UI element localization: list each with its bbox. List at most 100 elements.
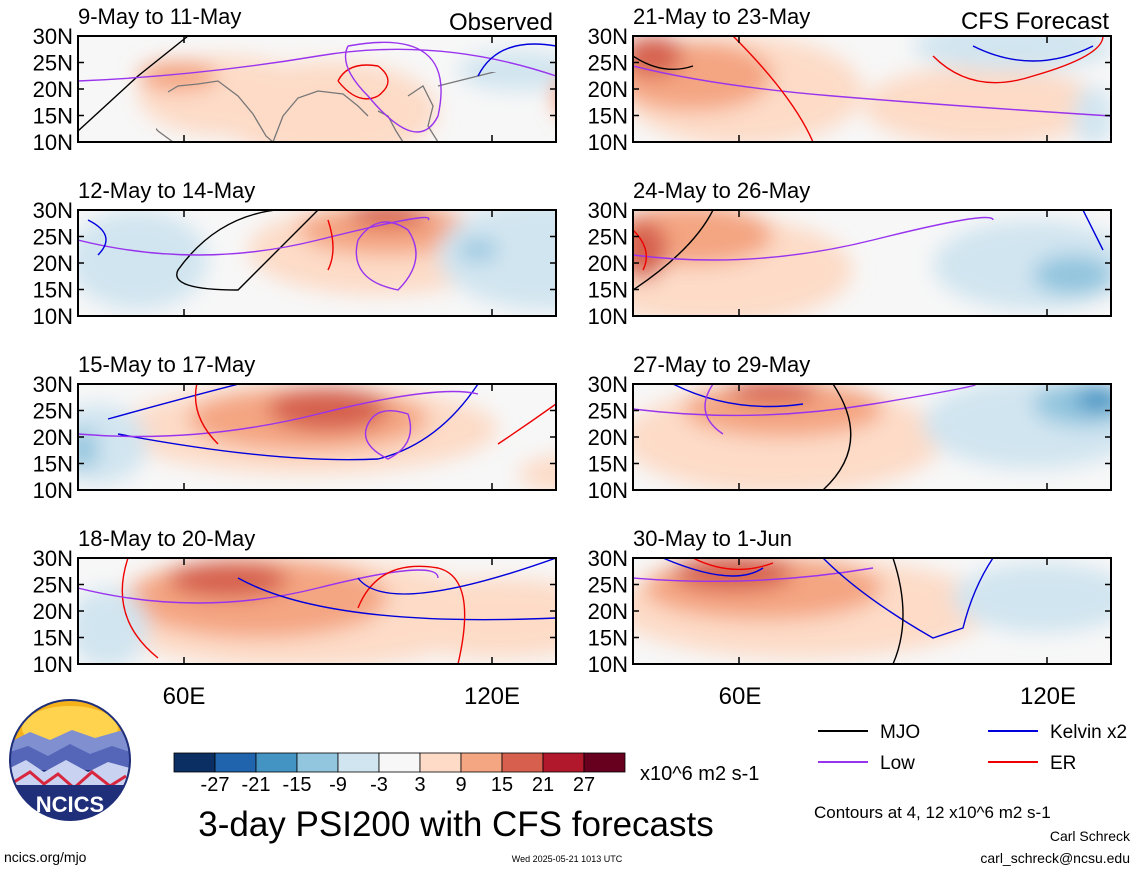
filter-contour bbox=[194, 384, 219, 445]
psi-field bbox=[78, 558, 556, 664]
filter-contour bbox=[662, 558, 764, 577]
filter-contour bbox=[692, 558, 774, 571]
filter-contour bbox=[633, 384, 977, 417]
filter-contour bbox=[78, 36, 189, 132]
psi-anomaly-blob bbox=[673, 558, 793, 591]
colorbar-swatch bbox=[337, 752, 380, 773]
colorbar: -27 -21 -15 -9 -3 3 9 15 21 27 bbox=[173, 752, 626, 796]
psi-anomaly-blob bbox=[458, 240, 498, 260]
colorbar-swatch bbox=[214, 752, 257, 773]
filter-contour bbox=[1082, 210, 1104, 251]
filter-contour bbox=[672, 384, 804, 408]
colorbar-tick-label: 21 bbox=[532, 774, 554, 796]
y-tick-label: 30N bbox=[33, 372, 73, 397]
filter-contour bbox=[892, 558, 904, 664]
filter-contour bbox=[704, 384, 724, 435]
observed-header: Observed bbox=[449, 9, 553, 36]
timestamp: Wed 2025-05-21 1013 UTC bbox=[512, 854, 623, 864]
legend-label: Kelvin x2 bbox=[1050, 722, 1127, 743]
y-tick-label: 30N bbox=[33, 198, 73, 223]
panel-title: 30-May to 1-Jun bbox=[633, 526, 792, 551]
psi-anomaly-blob bbox=[458, 51, 556, 91]
panel-title: 27-May to 29-May bbox=[633, 352, 810, 377]
psi-field bbox=[138, 51, 556, 142]
y-tick-label: 25N bbox=[588, 399, 628, 424]
ncics-logo[interactable]: NCICS bbox=[9, 699, 131, 825]
filter-contour bbox=[87, 219, 107, 256]
y-tick-label: 15N bbox=[588, 452, 628, 477]
colorbar-swatch bbox=[501, 752, 544, 773]
psi-anomaly-blob bbox=[633, 220, 668, 280]
psi-anomaly-blob bbox=[633, 210, 773, 265]
colorbar-swatch bbox=[255, 752, 298, 773]
filter-contour bbox=[78, 390, 479, 438]
y-tick-label: 15N bbox=[33, 104, 73, 129]
colorbar-tick-label: 27 bbox=[573, 774, 595, 796]
filter-contour bbox=[355, 221, 417, 291]
y-tick-label: 10N bbox=[33, 130, 73, 155]
y-tick-label: 20N bbox=[588, 251, 628, 276]
psi-anomaly-blob bbox=[218, 61, 438, 142]
y-tick-label: 30N bbox=[588, 372, 628, 397]
filter-contour bbox=[633, 210, 714, 291]
colorbar-tick-label: -3 bbox=[370, 774, 388, 796]
y-tick-label: 25N bbox=[33, 225, 73, 250]
y-tick-label: 15N bbox=[588, 626, 628, 651]
filter-contour bbox=[633, 567, 874, 583]
y-tick-label: 30N bbox=[33, 24, 73, 49]
y-tick-label: 30N bbox=[588, 24, 628, 49]
colorbar-tick-label: 3 bbox=[414, 774, 425, 796]
filter-contour bbox=[633, 216, 994, 261]
y-tick-label: 25N bbox=[33, 573, 73, 598]
y-tick-label: 25N bbox=[588, 51, 628, 76]
panel-title: 9-May to 11-May bbox=[78, 4, 241, 29]
psi-anomaly-blob bbox=[348, 210, 428, 227]
y-tick-label: 30N bbox=[33, 546, 73, 571]
psi-anomaly-blob bbox=[438, 210, 556, 310]
filter-contour bbox=[176, 210, 319, 291]
y-tick-label: 20N bbox=[588, 77, 628, 102]
colorbar-tick-label: -27 bbox=[201, 774, 230, 796]
y-tick-label: 30N bbox=[588, 198, 628, 223]
y-tick-label: 25N bbox=[33, 51, 73, 76]
y-tick-label: 15N bbox=[33, 626, 73, 651]
psi-anomaly-blob bbox=[518, 455, 556, 490]
psi-anomaly-blob bbox=[78, 588, 148, 664]
colorbar-swatch bbox=[296, 752, 339, 773]
x-tick-label: 60E bbox=[163, 683, 206, 710]
psi-anomaly-blob bbox=[953, 563, 1111, 633]
author-name: Carl Schreck bbox=[1050, 828, 1131, 844]
filter-contour bbox=[78, 569, 439, 604]
psi-anomaly-blob bbox=[863, 66, 1103, 142]
filter-contour bbox=[121, 558, 159, 659]
filter-contour bbox=[327, 219, 334, 271]
colorbar-unit: x10^6 m2 s-1 bbox=[640, 763, 759, 785]
colorbar-swatch bbox=[460, 752, 503, 773]
psi-field bbox=[78, 210, 556, 310]
colorbar-swatch bbox=[378, 752, 421, 773]
y-tick-label: 25N bbox=[33, 399, 73, 424]
y-tick-label: 10N bbox=[588, 652, 628, 677]
author-email[interactable]: carl_schreck@ncsu.edu bbox=[980, 850, 1130, 866]
y-tick-label: 15N bbox=[33, 452, 73, 477]
forecast-header: CFS Forecast bbox=[961, 8, 1109, 35]
psi-field bbox=[633, 36, 1111, 142]
psi-anomaly-blob bbox=[78, 404, 148, 484]
filter-contour bbox=[357, 565, 466, 664]
psi-anomaly-blob bbox=[378, 578, 556, 658]
y-tick-label: 15N bbox=[33, 278, 73, 303]
y-tick-label: 10N bbox=[33, 652, 73, 677]
colorbar-swatch bbox=[173, 752, 216, 773]
filter-contour bbox=[78, 216, 430, 256]
y-tick-label: 25N bbox=[588, 573, 628, 598]
site-link[interactable]: ncics.org/mjo bbox=[4, 849, 87, 865]
y-tick-label: 10N bbox=[588, 130, 628, 155]
filter-contour bbox=[237, 577, 556, 621]
panel-title: 18-May to 20-May bbox=[78, 526, 255, 551]
